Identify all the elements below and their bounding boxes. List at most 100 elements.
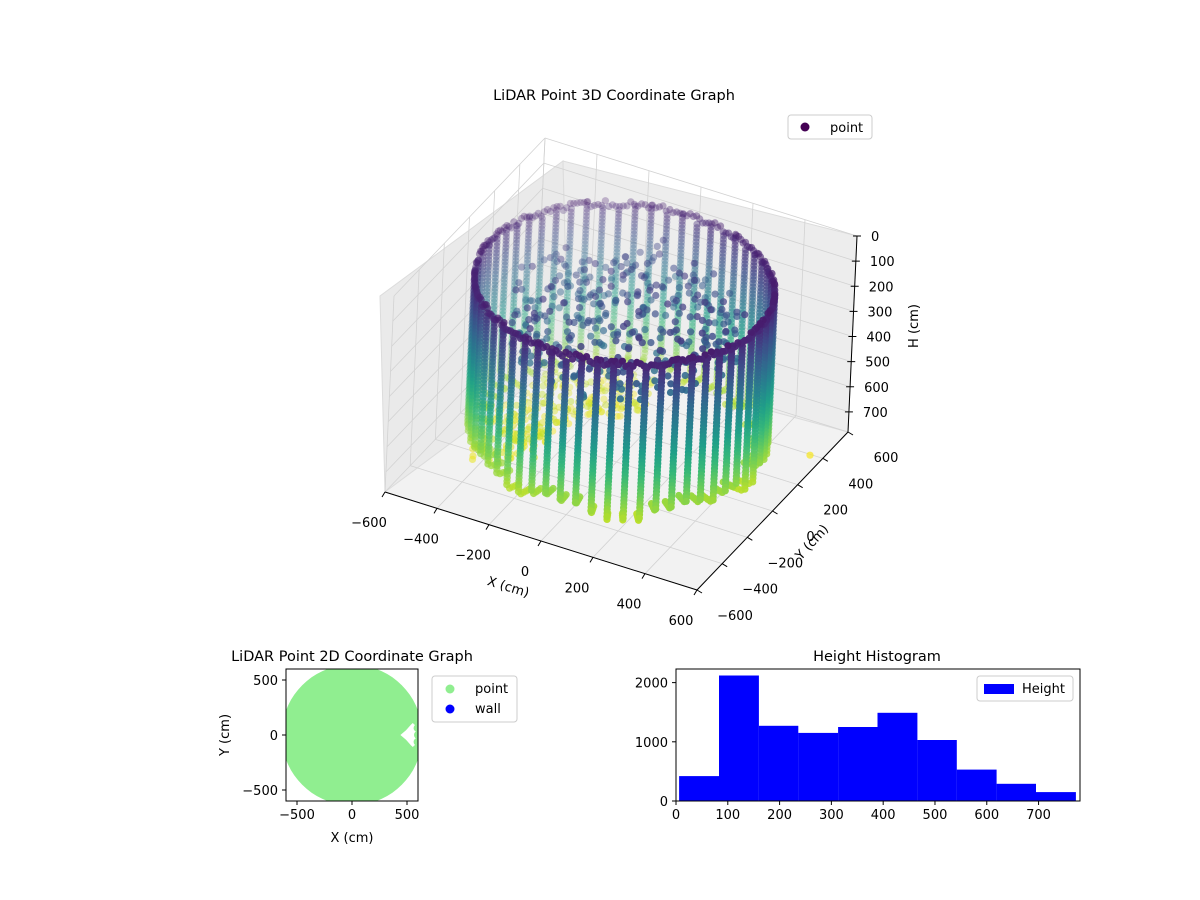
plot3d-point xyxy=(630,234,638,242)
plot3d-point xyxy=(582,216,590,224)
histogram-legend-label: Height xyxy=(1022,682,1065,697)
plot3d-point xyxy=(679,210,687,218)
plot3d-point xyxy=(525,231,533,239)
plot3d-point xyxy=(642,331,650,339)
plot3d-point xyxy=(533,324,541,332)
plot3d-point xyxy=(598,218,606,226)
plot3d-point xyxy=(611,290,619,299)
plot3d-point xyxy=(688,322,697,330)
histogram-legend-frame xyxy=(976,675,1074,702)
plot3d-y-tick xyxy=(797,484,803,489)
plot3d-point xyxy=(724,342,732,350)
plot3d-point xyxy=(598,387,606,395)
plot3d-point xyxy=(499,300,507,308)
plot3d-point xyxy=(567,215,575,223)
plot3d-point xyxy=(720,320,728,328)
plot3d-point xyxy=(580,272,588,280)
plot3d-point xyxy=(538,222,546,230)
plot2d-point xyxy=(334,795,343,801)
plot2d-point xyxy=(412,717,418,726)
plot3d-point xyxy=(502,244,510,252)
plot3d-point xyxy=(711,290,719,298)
plot2d-point xyxy=(286,717,292,726)
plot3d-point xyxy=(623,259,631,267)
plot3d-point xyxy=(622,253,630,261)
plot3d-point xyxy=(768,269,776,278)
plot2d-legend-label-wall: wall xyxy=(475,702,501,717)
plot3d-point xyxy=(598,225,606,233)
plot3d-point xyxy=(705,265,713,273)
plot3d-point xyxy=(646,243,654,252)
plot3d-point xyxy=(501,265,509,273)
plot3d-point xyxy=(664,300,672,308)
plot2d-point xyxy=(327,793,336,801)
plot3d-point xyxy=(525,398,533,407)
plot3d-point xyxy=(662,243,670,251)
plot3d-point xyxy=(577,335,585,343)
plot3d-point xyxy=(653,242,661,250)
plot3d-point xyxy=(616,395,625,403)
plot3d-point xyxy=(661,257,669,265)
plot2d-point xyxy=(286,737,291,746)
plot3d-point xyxy=(642,317,650,325)
plot3d-point xyxy=(549,290,557,299)
plot3d-point xyxy=(526,359,534,367)
plot3d-point xyxy=(698,316,707,324)
plot3d-point xyxy=(485,249,493,257)
plot3d-point xyxy=(583,198,591,206)
plot3d-point xyxy=(673,208,681,216)
plot3d-point xyxy=(601,197,610,205)
plot3d-z-tick-label: 100 xyxy=(870,255,895,270)
plot3d-point xyxy=(540,208,549,216)
plot3d-point xyxy=(666,205,674,214)
plot3d-grid-line xyxy=(393,137,546,297)
plot3d-title: LiDAR Point 3D Coordinate Graph xyxy=(493,88,735,104)
plot3d-point xyxy=(476,247,485,255)
plot3d-point xyxy=(517,214,526,223)
plot3d-point xyxy=(602,309,610,317)
plot3d-point xyxy=(607,323,615,331)
plot3d-point xyxy=(624,352,632,360)
plot3d-point xyxy=(658,317,666,325)
plot3d-point xyxy=(565,250,573,259)
plot3d-point xyxy=(661,246,670,254)
plot3d-point xyxy=(704,286,712,294)
plot3d-point xyxy=(678,221,686,229)
plot3d-point xyxy=(610,315,618,323)
plot3d-point xyxy=(646,240,654,248)
plot3d-point xyxy=(525,220,533,229)
plot3d-point xyxy=(552,224,560,232)
plot2d-point xyxy=(309,677,318,686)
plot3d-point xyxy=(678,214,687,222)
plot3d-point xyxy=(669,209,677,217)
plot3d-y-tick-label: 600 xyxy=(874,451,899,466)
plot3d-point xyxy=(608,274,616,282)
plot3d-point xyxy=(521,298,530,306)
plot3d-point xyxy=(493,235,501,243)
plot2d-y-tick-label: 500 xyxy=(253,674,278,689)
plot3d-point xyxy=(567,397,575,406)
plot3d-point xyxy=(693,231,701,239)
plot3d-point xyxy=(605,202,613,211)
plot3d-point xyxy=(747,329,755,337)
histogram-ticks: 0 100 200 300 400 500 600 700 0 1000 2000 xyxy=(635,677,1051,823)
plot3d-point xyxy=(647,215,655,223)
plot3d-point xyxy=(546,254,555,262)
plot3d-point xyxy=(721,487,729,495)
plot3d-point xyxy=(661,260,669,268)
plot3d-x-tick-label: −600 xyxy=(351,516,387,531)
plot3d-point xyxy=(524,238,532,246)
plot3d-point xyxy=(527,486,536,494)
plot3d-point xyxy=(643,259,652,268)
plot3d-point xyxy=(523,256,532,264)
histogram-y-tick-label: 1000 xyxy=(635,736,668,751)
plot3d-point xyxy=(525,227,533,236)
plot3d-point xyxy=(684,282,692,290)
plot3d-point xyxy=(535,278,544,286)
plot3d-point xyxy=(484,237,492,245)
plot3d-point xyxy=(598,214,606,223)
plot3d-point xyxy=(664,276,673,284)
plot3d-point xyxy=(531,212,539,220)
plot3d-point xyxy=(576,278,584,286)
plot3d-point xyxy=(677,242,685,250)
